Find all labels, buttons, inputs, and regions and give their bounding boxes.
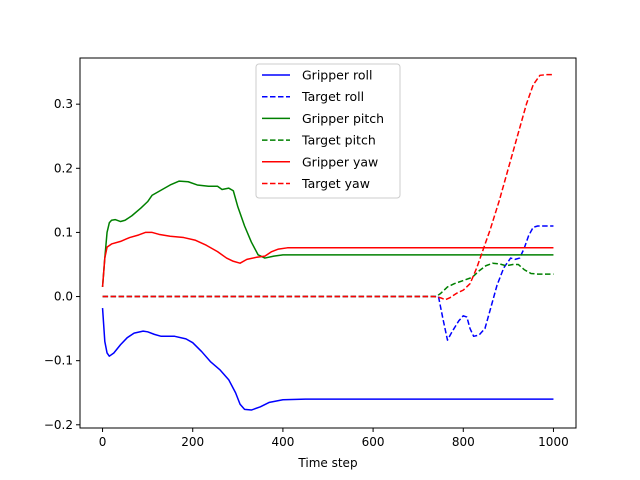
x-axis: 0 200 400 600 800 1000 [99, 428, 569, 449]
x-tick-label: 600 [362, 435, 385, 449]
y-tick-label: 0.3 [54, 97, 73, 111]
series-line-gripper-roll [101, 308, 554, 411]
legend-label: Target yaw [301, 176, 370, 191]
x-axis-label: Time step [297, 456, 357, 470]
legend-label: Target roll [301, 89, 364, 104]
x-tick-label: 400 [271, 435, 294, 449]
legend: Gripper roll Target roll Gripper pitch Targ… [255, 63, 401, 199]
x-tick-label: 800 [452, 435, 475, 449]
axes-frame [79, 57, 577, 429]
x-tick-label: 200 [181, 435, 204, 449]
y-tick-label: 0.0 [54, 290, 73, 304]
y-tick-label: 0.2 [54, 161, 73, 175]
legend-label: Gripper roll [302, 68, 372, 83]
series-line-target-yaw [102, 73, 554, 301]
plot-area [79, 57, 577, 429]
series-line-gripper-yaw [101, 231, 554, 287]
y-tick-label: 0.1 [54, 225, 73, 239]
series-line-gripper-pitch [101, 180, 554, 287]
series-layer [101, 73, 554, 411]
legend-frame [255, 63, 401, 199]
x-tick-label: 1000 [538, 435, 569, 449]
legend-label: Gripper pitch [302, 111, 384, 126]
y-axis: −0.2 −0.1 0.0 0.1 0.2 0.3 [44, 97, 80, 432]
y-tick-label: −0.2 [44, 418, 73, 432]
legend-label: Gripper yaw [302, 154, 378, 169]
y-tick-label: −0.1 [44, 354, 73, 368]
x-tick-label: 0 [99, 435, 107, 449]
legend-label: Target pitch [301, 133, 376, 148]
